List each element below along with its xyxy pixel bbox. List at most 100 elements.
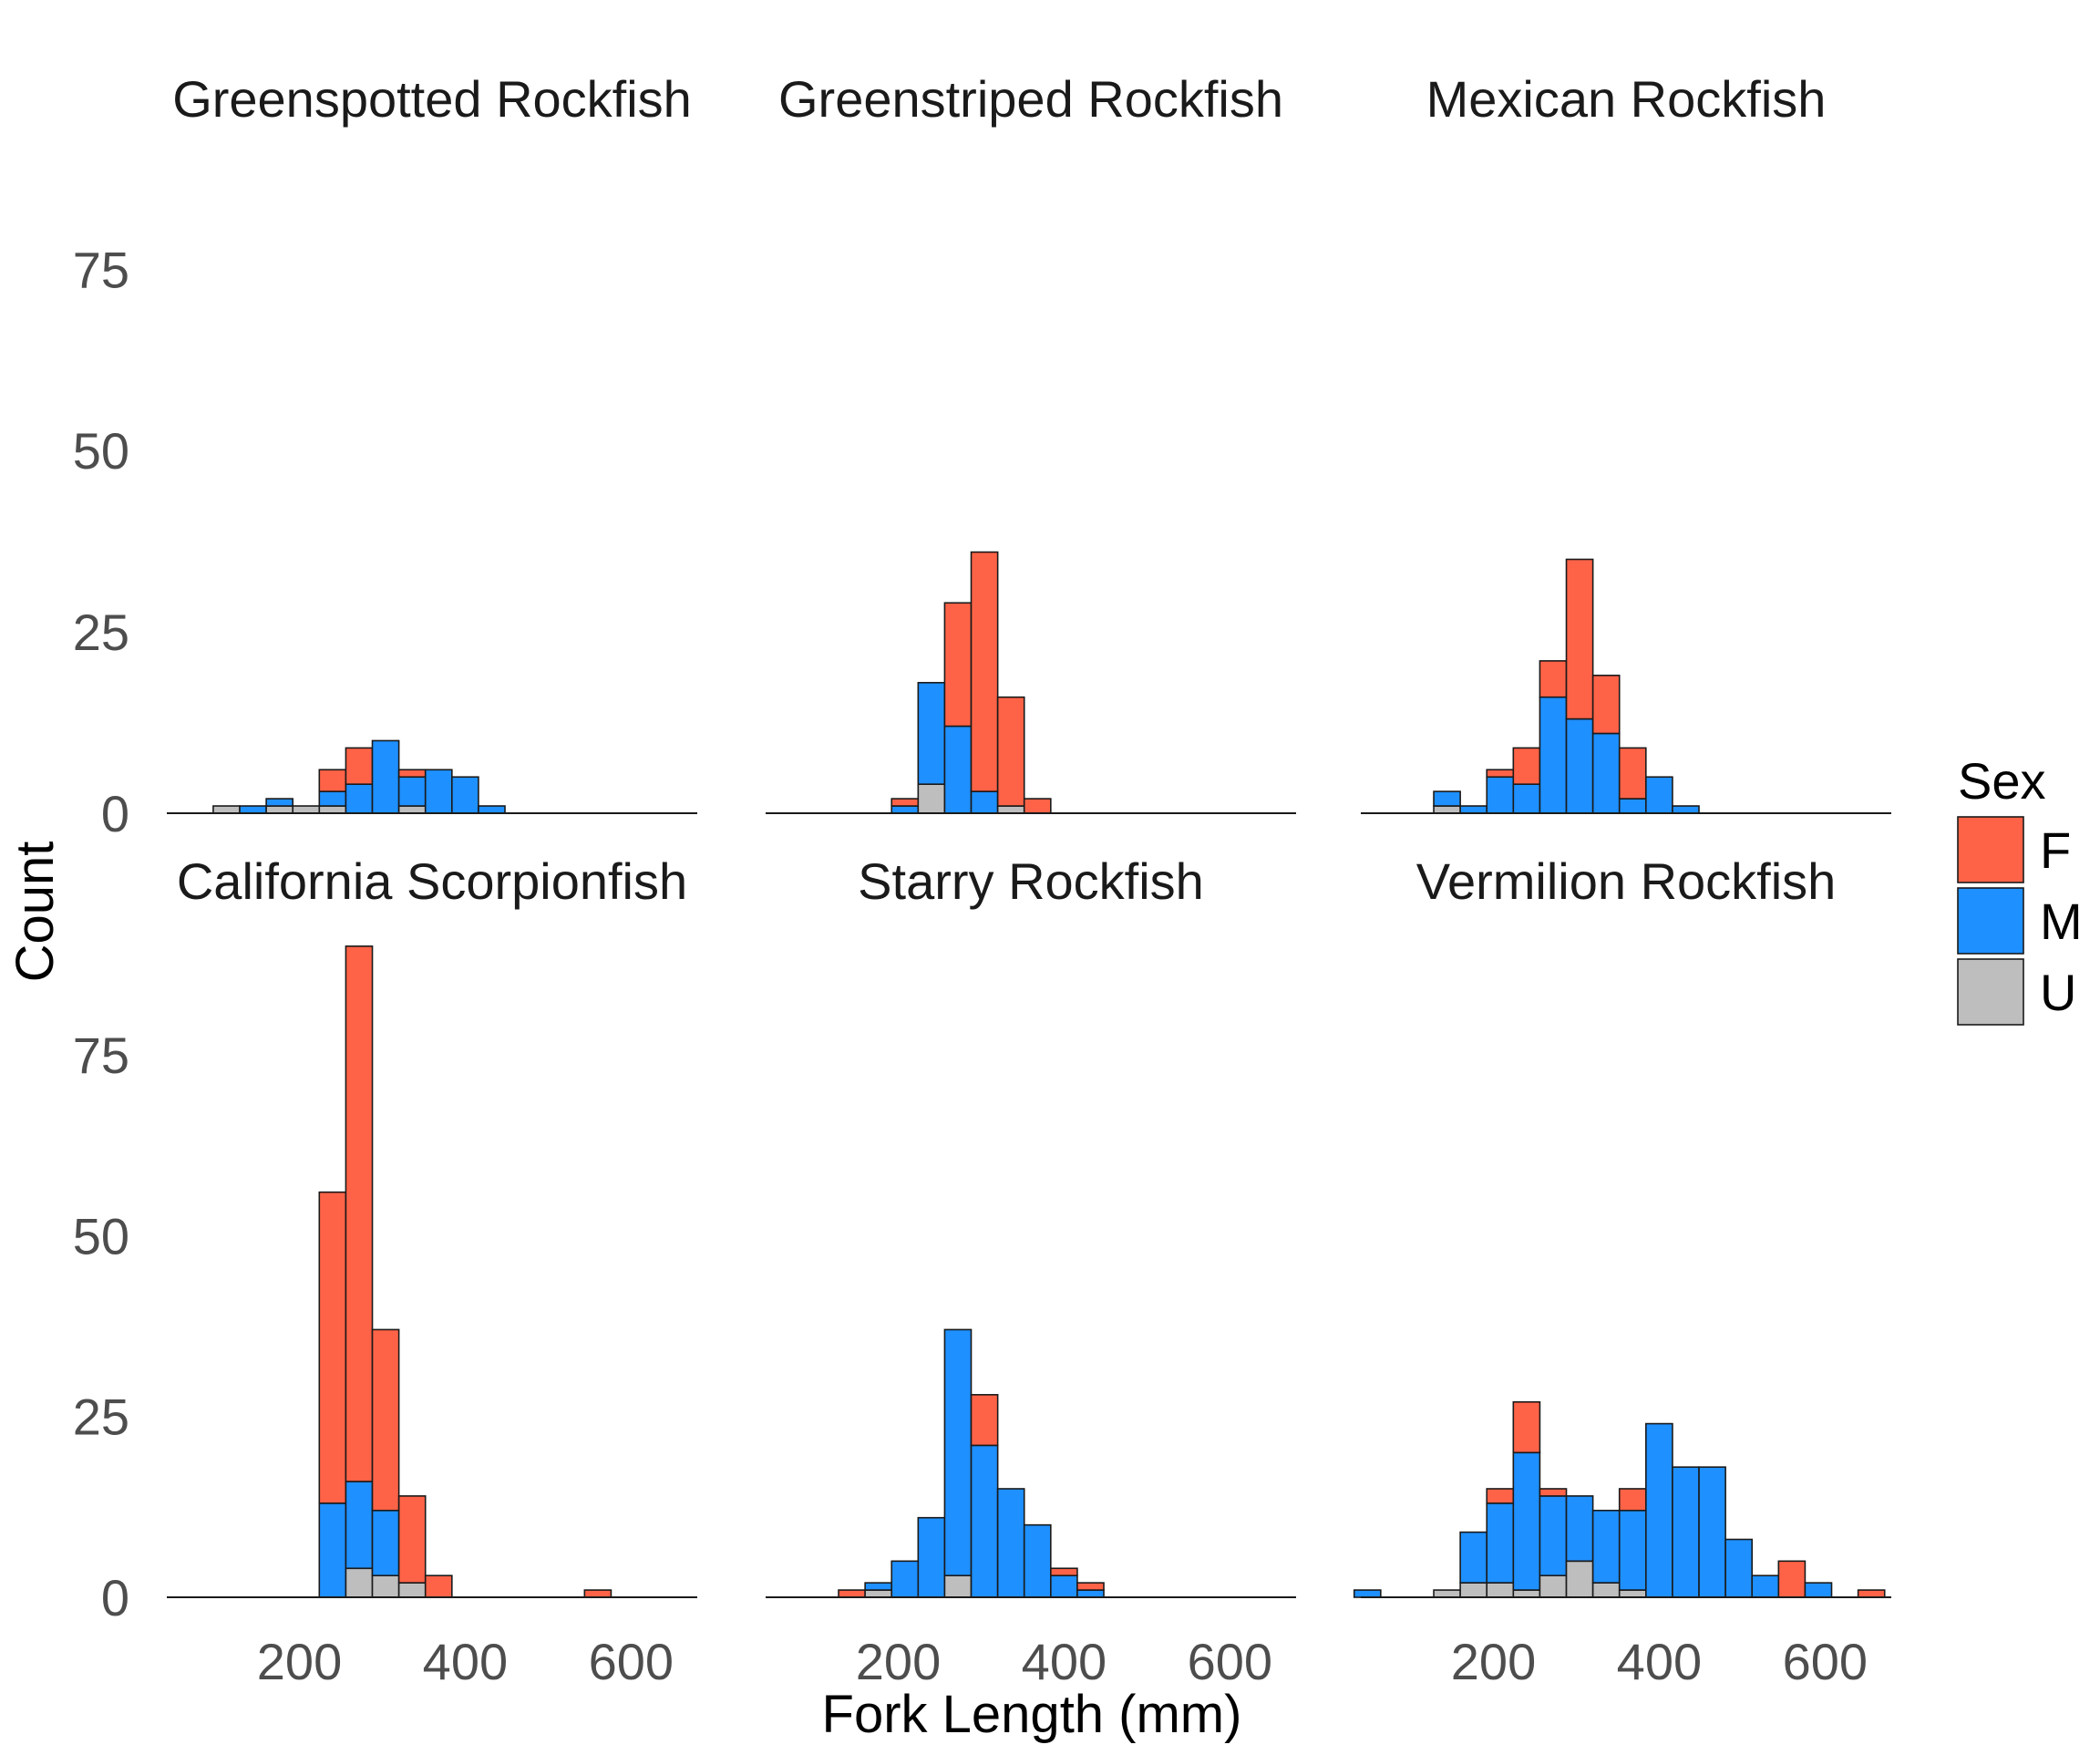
bar-segment-m: [1751, 1574, 1780, 1598]
bar-segment-m: [1565, 1495, 1594, 1563]
bar-segment-m: [890, 805, 920, 814]
bar-segment-m: [1050, 1574, 1078, 1598]
bar-segment-f: [838, 1589, 866, 1598]
bar-segment-u: [397, 805, 427, 814]
panels-layer: Greenspotted Rockfish 0 25 50 75 Greenstriped…: [73, 70, 1891, 1690]
bar-segment-m: [371, 1509, 400, 1576]
bar-segment-f: [1076, 1582, 1105, 1591]
bar-segment-u: [397, 1582, 427, 1598]
panel-title: Mexican Rockfish: [1426, 70, 1827, 128]
bar-segment-m: [318, 790, 347, 807]
panel-vermilion-rockfish: Vermilion Rockfish 200 400 600: [1353, 852, 1891, 1690]
x-tick-label: 200: [257, 1633, 342, 1690]
bar-segment-m: [1565, 717, 1594, 814]
bar-segment-m: [1023, 1523, 1052, 1598]
bar-segment-m: [1591, 732, 1621, 814]
bar-segment-f: [996, 696, 1025, 807]
bar-segment-u: [1591, 1582, 1621, 1598]
bar-segment-m: [451, 776, 479, 814]
bar-segment-m: [1433, 790, 1461, 807]
bar-segment-u: [1433, 1589, 1461, 1598]
legend-title: Sex: [1958, 752, 2046, 810]
bar-segment-m: [1353, 1589, 1382, 1598]
bar-segment-m: [1486, 1502, 1515, 1584]
bar-segment-m: [1591, 1509, 1621, 1584]
bar-segment-f: [1539, 660, 1568, 698]
x-tick-label: 200: [1451, 1633, 1536, 1690]
bar-segment-m: [996, 1488, 1025, 1598]
bar-segment-m: [1645, 776, 1673, 814]
bar-segment-m: [970, 1444, 999, 1598]
bar-segment-u: [318, 805, 347, 814]
legend-label-f: F: [2040, 821, 2071, 879]
bar-segment-m: [943, 725, 973, 814]
bar-segment-f: [970, 1394, 999, 1447]
bar-segment-u: [1433, 805, 1461, 814]
y-tick-label: 50: [73, 422, 129, 480]
bar-segment-u: [1618, 1589, 1647, 1598]
bar-segment-u: [1539, 1574, 1568, 1598]
bar-segment-m: [1672, 1466, 1700, 1598]
bar-segment-m: [371, 739, 400, 814]
bar-segment-f: [1050, 1567, 1078, 1576]
bar-segment-f: [318, 1191, 347, 1504]
x-tick-label: 600: [589, 1633, 674, 1690]
bar-segment-u: [1459, 1582, 1488, 1598]
bar-segment-f: [1486, 1488, 1515, 1504]
bar-segment-f: [1618, 747, 1647, 800]
bar-segment-m: [917, 1516, 946, 1598]
x-tick-label: 400: [1022, 1633, 1107, 1690]
legend: Sex FMU: [1957, 752, 2083, 1026]
bar-segment-m: [239, 805, 267, 814]
y-tick-label: 75: [73, 241, 129, 298]
bar-segment-m: [1698, 1466, 1726, 1598]
bar-segment-f: [583, 1589, 612, 1598]
bar-segment-f: [424, 1574, 453, 1598]
bar-segment-m: [970, 790, 999, 814]
bar-segment-f: [1618, 1488, 1647, 1512]
bar-segment-m: [1459, 805, 1488, 814]
bar-segment-u: [996, 805, 1025, 814]
bar-segment-m: [478, 805, 506, 814]
bar-segment-m: [1618, 798, 1647, 814]
bar-segment-m: [424, 769, 453, 814]
bar-segment-f: [1023, 798, 1052, 814]
bar-segment-m: [1539, 1495, 1568, 1576]
bar-segment-u: [292, 805, 321, 814]
bar-segment-f: [397, 769, 427, 779]
panel-title: Starry Rockfish: [858, 852, 1204, 910]
y-tick-label: 75: [73, 1027, 129, 1084]
y-tick-label: 50: [73, 1207, 129, 1265]
x-axis-title: Fork Length (mm): [822, 1685, 1242, 1744]
bar-segment-f: [1565, 558, 1594, 720]
bar-segment-f: [1539, 1488, 1568, 1497]
bar-segment-m: [1618, 1509, 1647, 1591]
bar-segment-m: [1486, 776, 1515, 814]
panel-title: Vermilion Rockfish: [1416, 852, 1837, 910]
bar-segment-m: [397, 776, 427, 807]
bar-segment-m: [345, 1481, 374, 1570]
x-tick-label: 400: [1617, 1633, 1702, 1690]
bar-segment-m: [265, 798, 294, 807]
x-tick-label: 400: [423, 1633, 508, 1690]
bar-segment-f: [371, 1328, 400, 1512]
panel-title: California Scorpionfish: [177, 852, 687, 910]
bar-segment-u: [1512, 1589, 1541, 1598]
bar-segment-m: [318, 1502, 347, 1598]
bar-segment-u: [265, 805, 294, 814]
bar-segment-m: [1512, 1451, 1541, 1591]
bar-segment-m: [1076, 1589, 1105, 1598]
bar-segment-f: [345, 747, 374, 785]
bar-segment-m: [1512, 783, 1541, 814]
bar-segment-m: [1459, 1531, 1488, 1584]
panel-starry-rockfish: Starry Rockfish 200 400 600: [766, 852, 1296, 1690]
bar-segment-m: [917, 681, 946, 785]
y-tick-label: 0: [101, 1569, 129, 1626]
bar-segment-u: [212, 805, 241, 814]
bar-segment-m: [1804, 1582, 1833, 1598]
bar-segment-u: [345, 1567, 374, 1598]
bar-segment-m: [890, 1560, 920, 1598]
bar-segment-f: [345, 945, 374, 1482]
